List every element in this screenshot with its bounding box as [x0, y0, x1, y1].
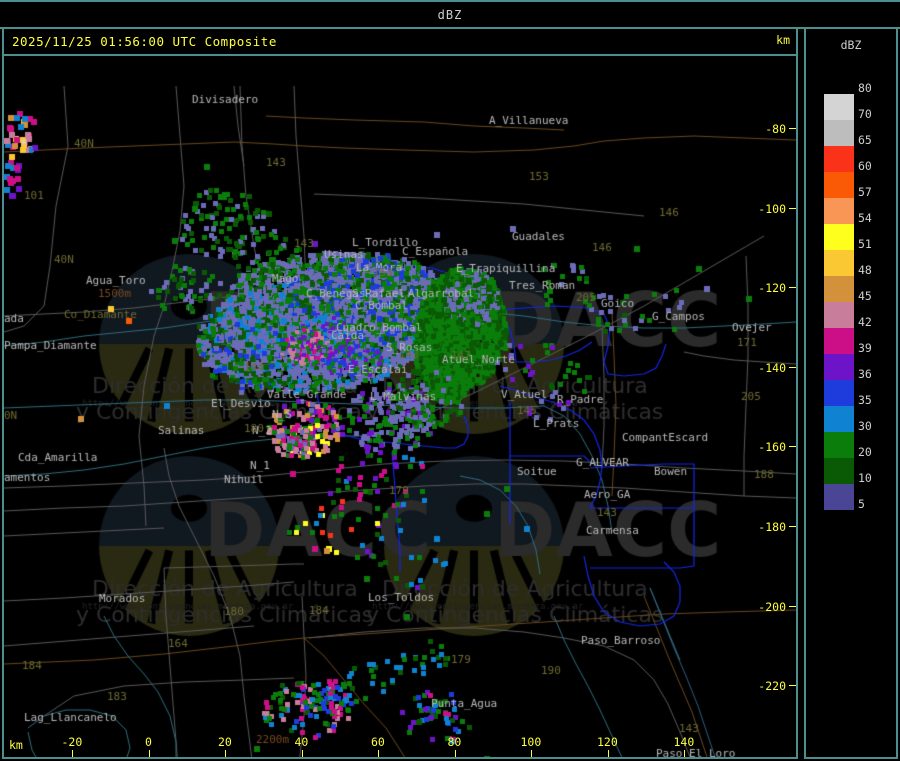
colorbar-band-60	[824, 172, 854, 198]
x-tick-label--20: -20	[61, 735, 83, 749]
colorbar-band-36	[824, 380, 854, 406]
y-tick-mark	[789, 685, 796, 687]
y-tick-label--80: -80	[765, 122, 786, 136]
x-tick-mark	[531, 750, 532, 757]
y-tick-label--200: -200	[758, 599, 786, 614]
y-tick-mark	[789, 605, 796, 607]
colorbar-band-35	[824, 406, 854, 432]
window-title-bar: dBZ	[0, 0, 900, 29]
colorbar-band-65	[824, 146, 854, 172]
y-tick-label--160: -160	[758, 440, 786, 455]
colorbar-band-30	[824, 432, 854, 458]
y-tick-mark	[789, 366, 796, 368]
colorbar-swatches	[824, 94, 854, 510]
y-axis-unit-label: km	[776, 33, 790, 47]
colorbar-band-51	[824, 250, 854, 276]
window-title: dBZ	[437, 7, 463, 22]
x-tick-mark	[684, 750, 685, 757]
x-tick-mark	[225, 750, 226, 757]
colorbar-title: dBZ	[840, 38, 862, 52]
timestamp-label: 2025/11/25 01:56:00 UTC Composite	[12, 34, 277, 49]
colorbar-band-39	[824, 354, 854, 380]
colorbar-band-20	[824, 458, 854, 484]
colorbar-band-80	[824, 94, 854, 120]
radar-reflectivity-canvas[interactable]	[4, 56, 796, 757]
radar-plot-panel: 2025/11/25 01:56:00 UTC Composite km km …	[2, 27, 798, 759]
y-tick-label--220: -220	[758, 679, 786, 694]
colorbar-band-70	[824, 120, 854, 146]
x-tick-label-0: 0	[145, 735, 152, 749]
y-tick-mark	[789, 207, 796, 209]
colorbar-band-54	[824, 224, 854, 250]
timestamp-bar: 2025/11/25 01:56:00 UTC Composite	[4, 29, 796, 56]
y-tick-mark	[789, 287, 796, 289]
colorbar-band-45	[824, 302, 854, 328]
x-tick-mark	[72, 750, 73, 757]
y-tick-mark	[789, 128, 796, 129]
x-tick-mark	[301, 750, 303, 757]
x-tick-mark	[607, 750, 609, 757]
colorbar-band-57	[824, 198, 854, 224]
x-tick-label-40: 40	[294, 735, 309, 749]
colorbar-panel: dBZ 80 70 65 60 57 54 51 48 45 42 39 36 35 30 20 10 5	[804, 27, 898, 759]
y-tick-label--100: -100	[758, 201, 786, 216]
colorbar-band-10	[824, 484, 854, 510]
x-tick-label-140: 140	[673, 735, 695, 749]
y-tick-label--180: -180	[758, 520, 786, 534]
x-tick-label-20: 20	[218, 735, 232, 749]
y-tick-mark	[789, 526, 796, 527]
y-tick-label--140: -140	[758, 360, 786, 375]
x-tick-label-120: 120	[597, 735, 618, 749]
x-tick-label-60: 60	[371, 735, 385, 749]
x-axis-unit-label: km	[9, 738, 23, 752]
x-tick-label-80: 80	[447, 735, 462, 749]
colorbar-band-48	[824, 276, 854, 302]
y-tick-label--120: -120	[758, 281, 786, 296]
x-tick-label-100: 100	[520, 735, 542, 749]
x-tick-mark	[378, 750, 379, 757]
y-tick-mark	[789, 446, 796, 448]
x-tick-mark	[454, 750, 456, 757]
x-tick-mark	[148, 750, 150, 757]
radar-canvas-container[interactable]	[4, 56, 796, 757]
colorbar-band-42	[824, 328, 854, 354]
